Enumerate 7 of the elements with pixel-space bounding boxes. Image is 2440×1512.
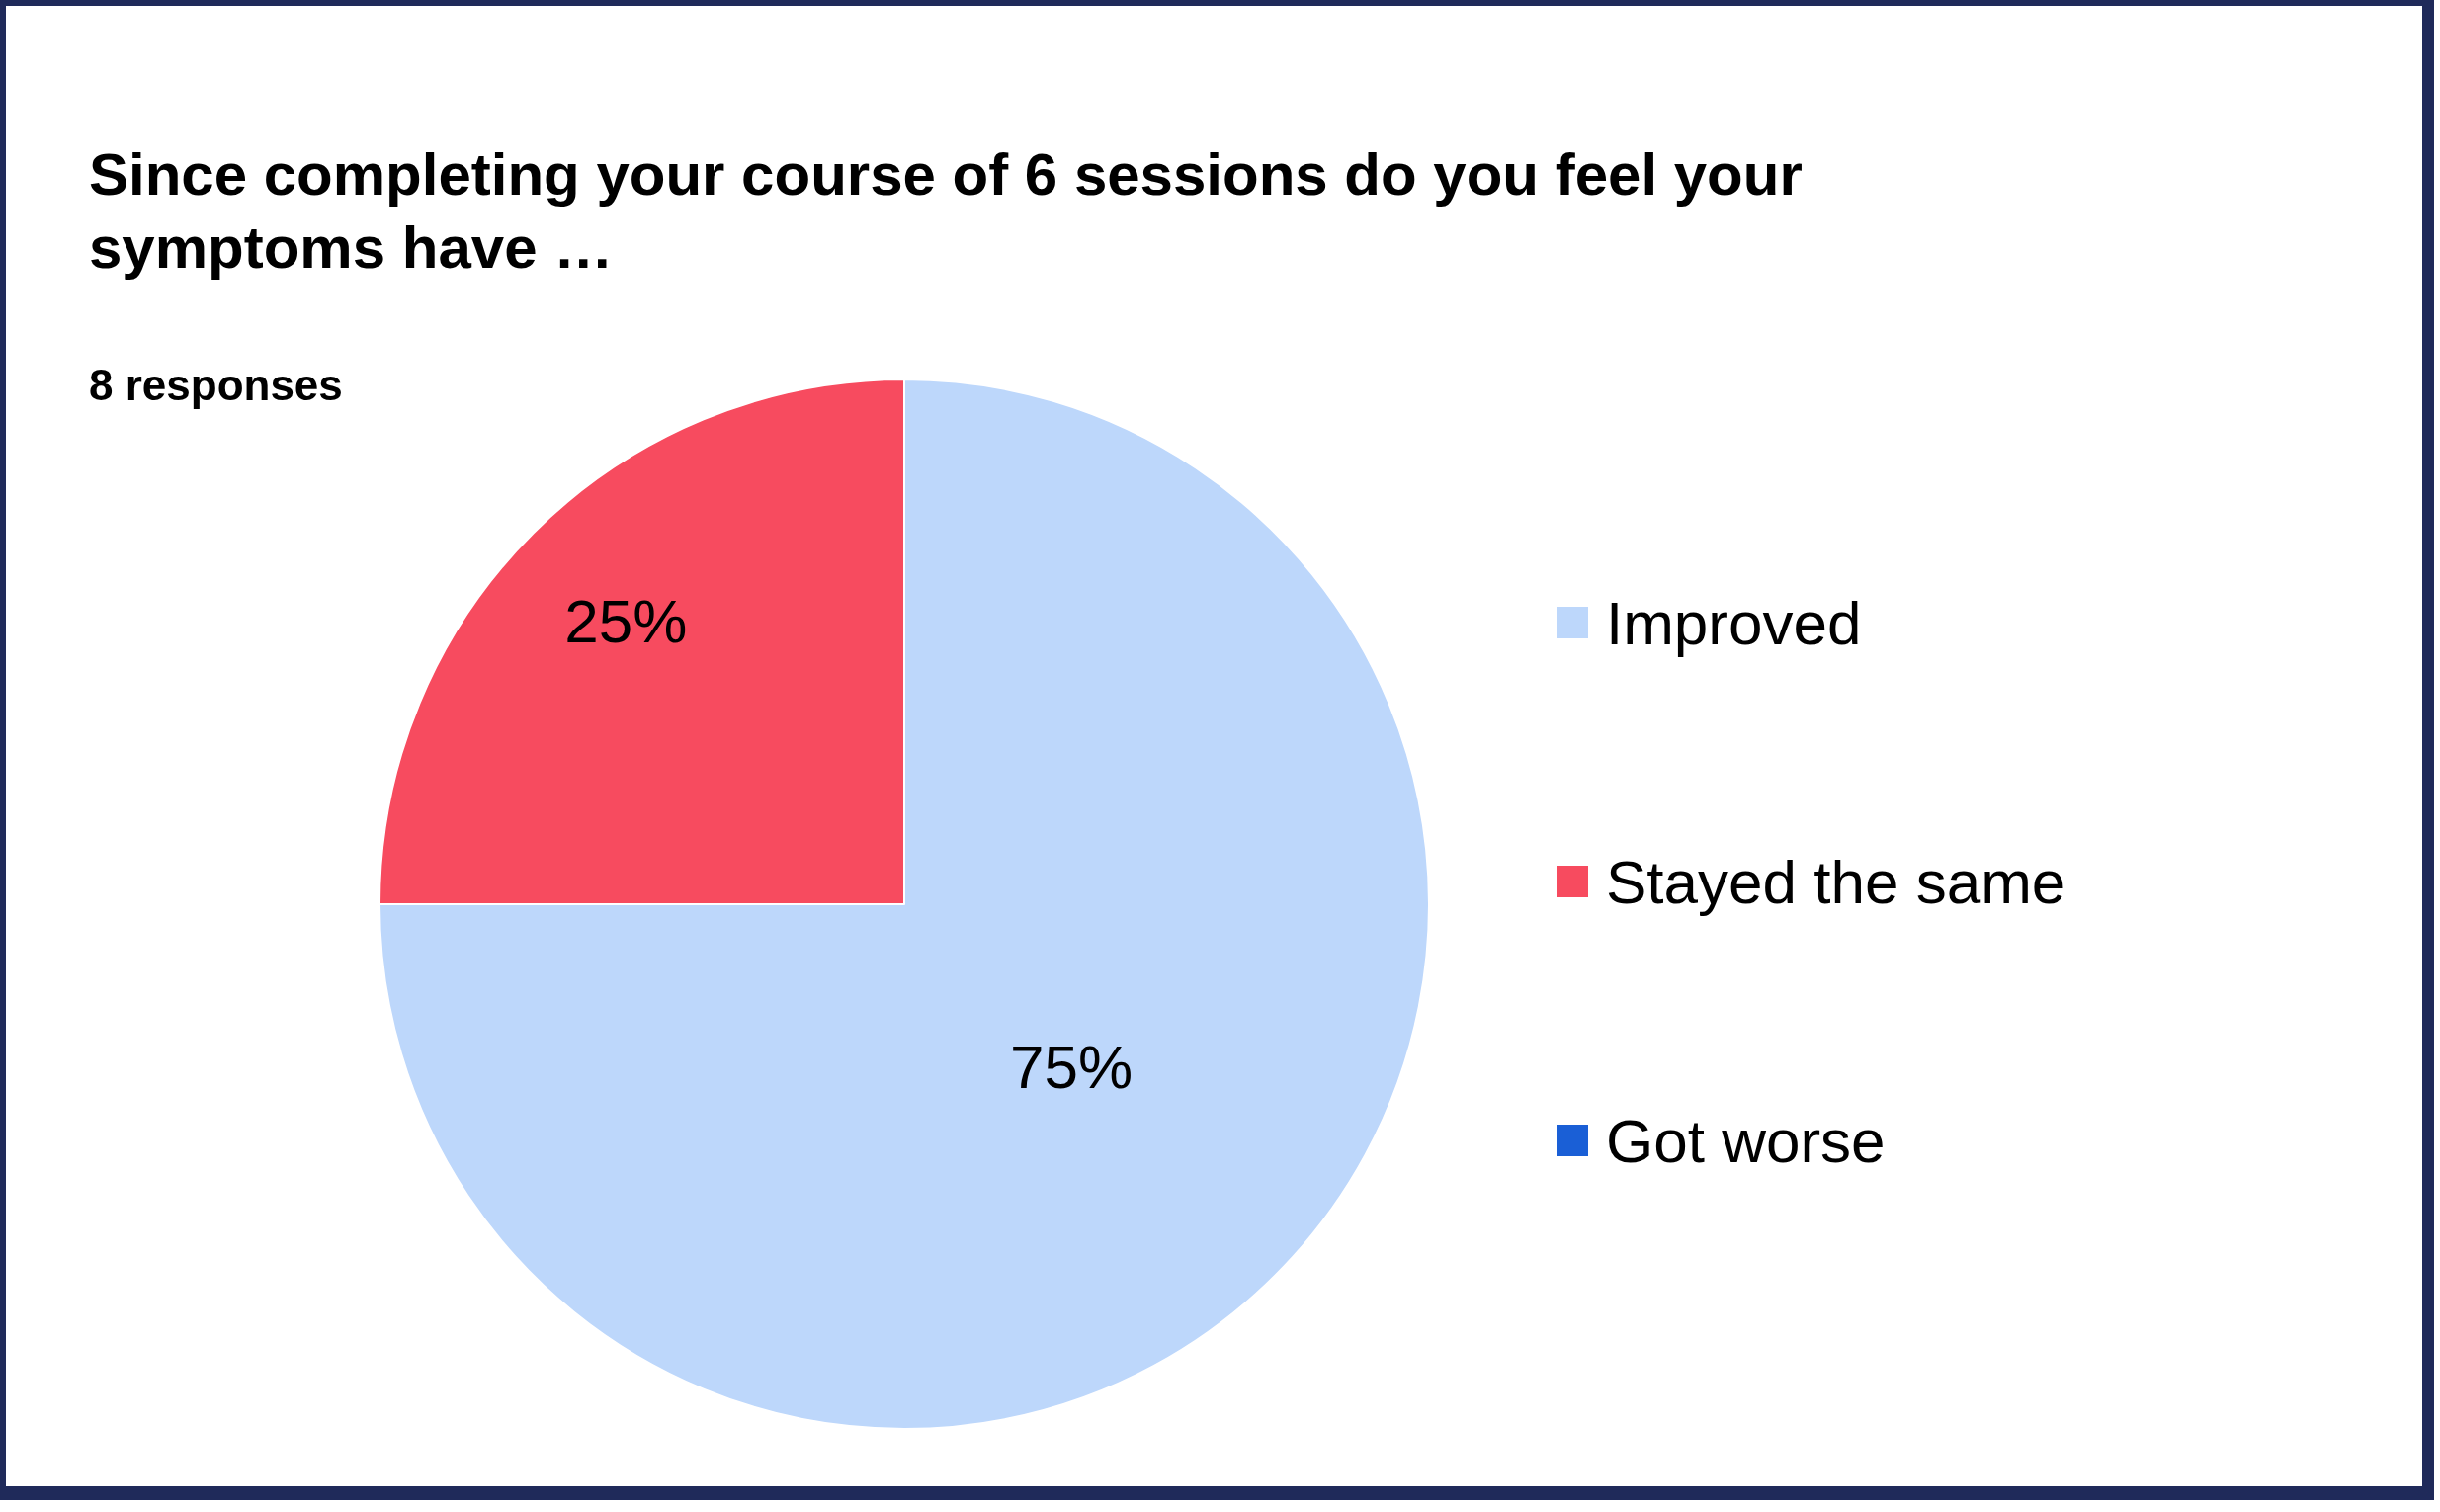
legend-label: Got worse xyxy=(1606,1105,1886,1176)
legend-label: Improved xyxy=(1606,587,1862,658)
chart-subtitle: 8 responses xyxy=(89,361,343,410)
chart-title: Since completing your course of 6 sessions do you feel your symptoms have … xyxy=(89,140,1804,283)
data-label: 25% xyxy=(564,587,688,656)
data-label: 75% xyxy=(1009,1033,1134,1102)
legend-label: Stayed the same xyxy=(1606,846,2066,917)
